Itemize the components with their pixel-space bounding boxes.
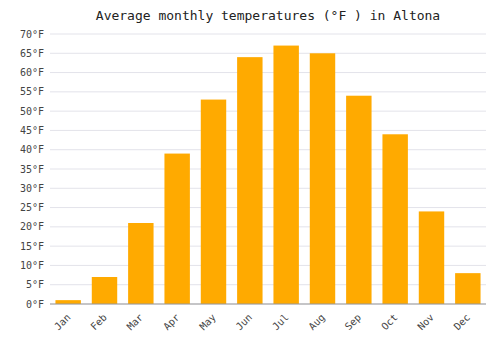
bar [55,300,80,304]
x-tick-label: Jan [52,312,73,333]
bar [310,53,335,304]
chart-container: Average monthly temperatures (°F ) in Al… [0,0,500,350]
x-tick-label: Jul [270,312,291,333]
x-tick-label: Mar [125,312,146,333]
grid-line [50,53,486,54]
y-tick-label: 25°F [20,202,44,213]
y-tick-label: 45°F [20,125,44,136]
y-tick-label: 15°F [20,241,44,252]
bar [419,211,444,304]
grid-line [50,91,486,92]
grid-line [50,111,486,112]
bar [201,100,226,304]
y-tick-label: 20°F [20,221,44,232]
y-tick-label: 30°F [20,183,44,194]
x-tick-label: Jun [234,312,255,333]
bar [382,134,407,304]
y-tick-label: 35°F [20,164,44,175]
x-tick-label: Feb [88,312,109,333]
title: Average monthly temperatures (°F ) in Al… [96,8,440,23]
bar [92,277,117,304]
x-tick-label: Dec [452,312,473,333]
grid-line [50,130,486,131]
bars [55,46,480,304]
grid-line [50,207,486,208]
grid-line [50,188,486,189]
y-tick-label: 65°F [20,48,44,59]
x-axis: Jan Feb Mar Apr May Jun Jul Aug Sep Oct Nov Dec [50,304,486,332]
x-tick-label: Oct [379,312,400,333]
x-tick-label: May [197,312,218,333]
y-tick-label: 0°F [26,299,44,310]
bar [128,223,153,304]
grid-line [50,149,486,150]
x-tick-label: Aug [306,312,327,333]
y-tick-label: 40°F [20,144,44,155]
grid-line [50,304,486,305]
grid-line [50,72,486,73]
y-axis: 0°F 5°F 10°F 15°F 20°F 25°F 30°F 35°F 40°F 45°F 50… [20,29,44,310]
x-axis-line [50,304,486,305]
y-tick-label: 5°F [26,279,44,290]
y-tick-label: 60°F [20,67,44,78]
x-tick-label: Apr [161,312,182,333]
y-tick-label: 50°F [20,106,44,117]
bar [237,57,262,304]
grid-line [50,169,486,170]
x-tick-label: Nov [415,312,436,333]
bar [273,46,298,304]
x-tick-label: Sep [343,312,364,333]
grid-line [50,34,486,35]
bar [455,273,480,304]
y-tick-label: 55°F [20,86,44,97]
bar [164,154,189,304]
y-tick-label: 70°F [20,29,44,40]
y-grid [50,34,486,304]
chart-svg: Average monthly temperatures (°F ) in Al… [0,0,500,350]
bar [346,96,371,304]
y-tick-label: 10°F [20,260,44,271]
